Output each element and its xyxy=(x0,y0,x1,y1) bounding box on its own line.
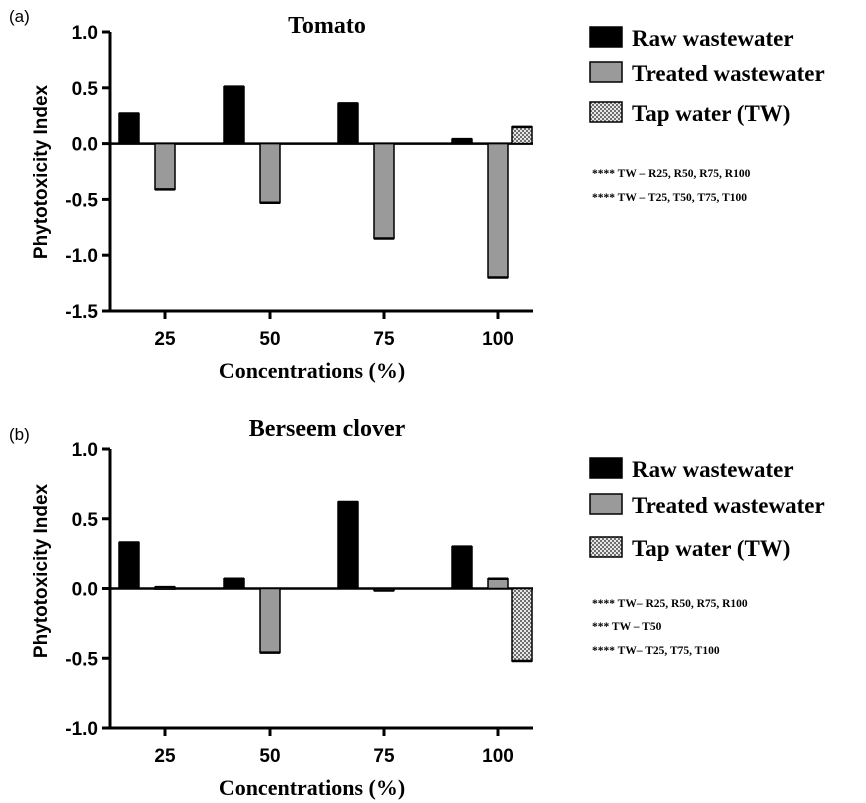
significance-note: **** TW – T25, T50, T75, T100 xyxy=(592,192,747,204)
y-tick-label: 1.0 xyxy=(72,23,98,44)
y-tick-label: -1.0 xyxy=(65,246,98,267)
bar-raw-wastewater xyxy=(223,85,245,145)
panel-label: (a) xyxy=(9,7,30,26)
legend-label: Tap water (TW) xyxy=(632,101,790,126)
significance-note: **** TW– T25, T75, T100 xyxy=(592,645,720,657)
x-tick-label: 75 xyxy=(373,746,395,767)
legend-label: Tap water (TW) xyxy=(632,536,790,561)
legend-label: Treated wastewater xyxy=(632,61,825,86)
y-tick-label: 0.0 xyxy=(72,135,98,156)
y-tick-label: -0.5 xyxy=(65,649,98,670)
bar-raw-wastewater xyxy=(223,577,245,590)
x-tick-label: 50 xyxy=(259,746,280,767)
legend-swatch xyxy=(589,457,623,479)
bar-treated-wastewater xyxy=(487,577,509,590)
bar-tap-water-tw xyxy=(511,126,533,145)
y-tick-label: -1.0 xyxy=(65,719,98,740)
y-tick-label: -1.5 xyxy=(65,302,98,323)
bar-raw-wastewater xyxy=(118,541,140,590)
bar-treated-wastewater xyxy=(373,142,395,240)
bar-treated-wastewater xyxy=(154,142,176,191)
x-axis-label: Concentrations (%) xyxy=(219,358,405,383)
y-tick-label: -0.5 xyxy=(65,190,98,211)
x-axis-label: Concentrations (%) xyxy=(219,775,405,800)
y-axis-label: Phytotoxicity Index xyxy=(31,483,52,658)
significance-note: *** TW – T50 xyxy=(592,621,662,633)
y-tick-label: 0.5 xyxy=(72,510,99,531)
bar-treated-wastewater xyxy=(487,142,509,279)
chart-title: Tomato xyxy=(288,13,366,39)
x-tick-label: 75 xyxy=(373,329,395,350)
bar-treated-wastewater xyxy=(259,587,281,654)
bar-raw-wastewater xyxy=(337,501,359,590)
chart-panel-b: (b) Berseem clover 1.0 0.5 0.0 -0.5 -1.0 25 50 75… xyxy=(9,416,825,800)
x-tick-label: 100 xyxy=(482,329,514,350)
x-tick-label: 25 xyxy=(154,746,176,767)
x-tick-label: 100 xyxy=(482,746,514,767)
y-tick-label: 1.0 xyxy=(72,440,98,461)
panel-label: (b) xyxy=(9,425,30,444)
bar-raw-wastewater xyxy=(451,545,473,590)
legend-swatch xyxy=(589,101,623,123)
legend-label: Treated wastewater xyxy=(632,493,825,518)
chart-panel-a: (a) Tomato 1.0 0.5 0.0 -0.5 -1.0 -1.5 25 50 75 100 P… xyxy=(9,7,825,383)
bar-raw-wastewater xyxy=(118,112,140,145)
legend-label: Raw wastewater xyxy=(632,26,794,51)
x-tick-label: 50 xyxy=(259,329,280,350)
significance-note: **** TW – R25, R50, R75, R100 xyxy=(592,168,751,180)
y-tick-label: 0.5 xyxy=(72,79,99,100)
y-axis-label: Phytotoxicity Index xyxy=(31,84,52,259)
x-tick-label: 25 xyxy=(154,329,176,350)
bar-tap-water-tw xyxy=(511,587,533,662)
legend-swatch xyxy=(589,26,623,48)
legend-swatch xyxy=(589,493,623,515)
legend-label: Raw wastewater xyxy=(632,457,794,482)
chart-title: Berseem clover xyxy=(249,416,406,442)
significance-note: **** TW– R25, R50, R75, R100 xyxy=(592,598,748,610)
legend-swatch xyxy=(589,61,623,83)
y-tick-label: 0.0 xyxy=(72,580,98,601)
bar-treated-wastewater xyxy=(259,142,281,204)
bar-raw-wastewater xyxy=(337,102,359,145)
legend-swatch xyxy=(589,536,623,558)
